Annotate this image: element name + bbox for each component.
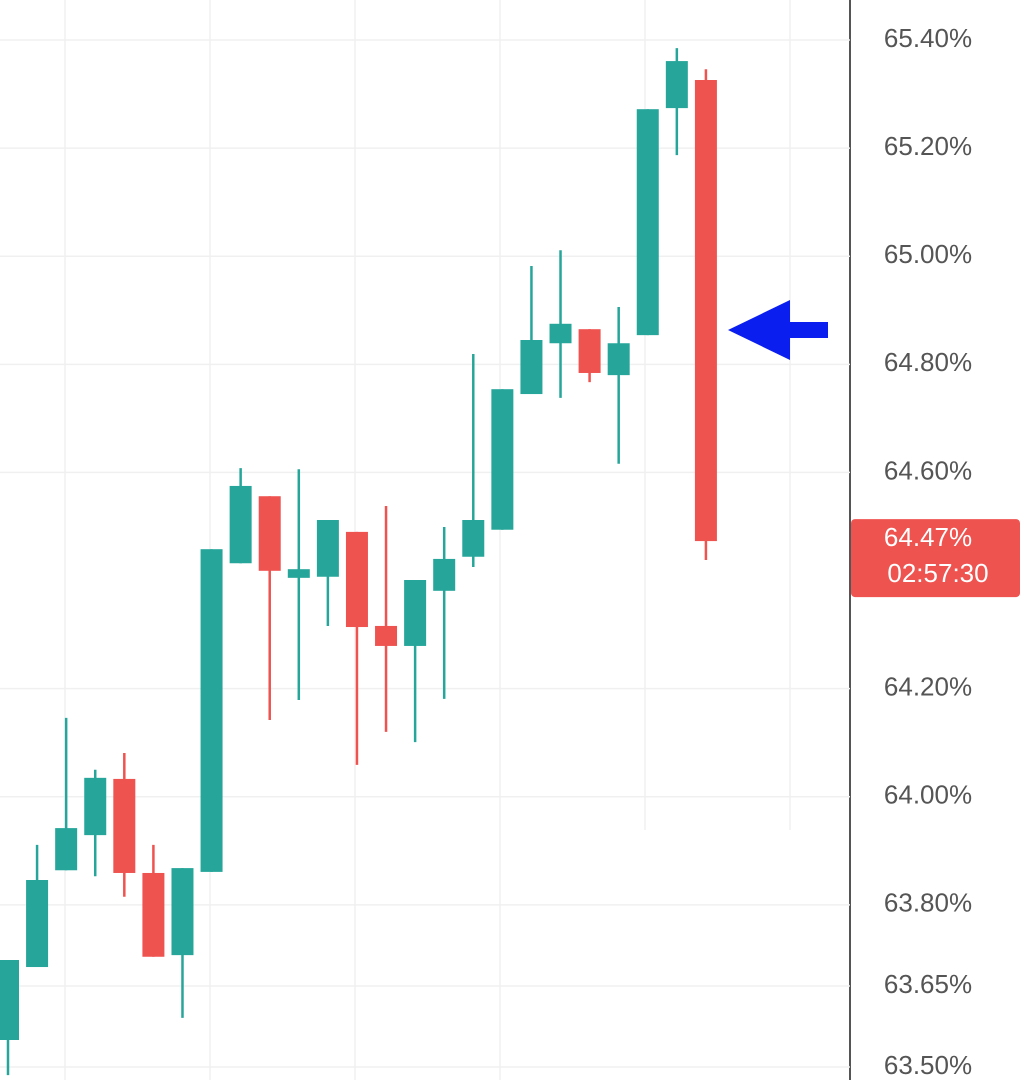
y-tick-label: 63.80% [884,888,972,918]
candle-body [287,569,310,578]
candle-body [491,389,514,530]
candle-body [462,520,485,557]
candle-body [200,549,223,872]
candle-body [113,778,136,873]
last-price-label: 64.47% [884,522,972,552]
candle-body [84,777,107,836]
y-tick-label: 63.50% [884,1050,972,1080]
candle-body [549,323,572,344]
candle-body [694,80,717,542]
y-tick-label: 65.00% [884,239,972,269]
candle-body [433,558,456,591]
candle-body [229,485,252,564]
candle-body [578,329,601,373]
candle-body [258,496,281,571]
y-tick-label: 64.00% [884,780,972,810]
last-price-box [851,519,1020,598]
y-tick-label: 63.65% [884,969,972,999]
countdown-label: 02:57:30 [887,558,988,588]
candle-body [520,340,543,395]
y-tick-label: 65.20% [884,131,972,161]
candle-body [0,960,19,1040]
candle-body [142,872,165,957]
y-tick-label: 64.80% [884,347,972,377]
candle-body [316,520,339,577]
arrow-annotation [728,300,828,360]
candle-body [636,109,659,336]
candle-body [55,828,78,871]
y-tick-label: 64.20% [884,672,972,702]
candle-body [375,625,398,646]
candle-body [665,61,688,109]
y-tick-label: 64.60% [884,455,972,485]
candle-body [26,880,49,968]
candle-body [345,531,368,628]
candle-body [171,868,194,956]
candle-body [607,343,630,376]
candle-body [404,580,427,646]
y-tick-label: 65.40% [884,23,972,53]
